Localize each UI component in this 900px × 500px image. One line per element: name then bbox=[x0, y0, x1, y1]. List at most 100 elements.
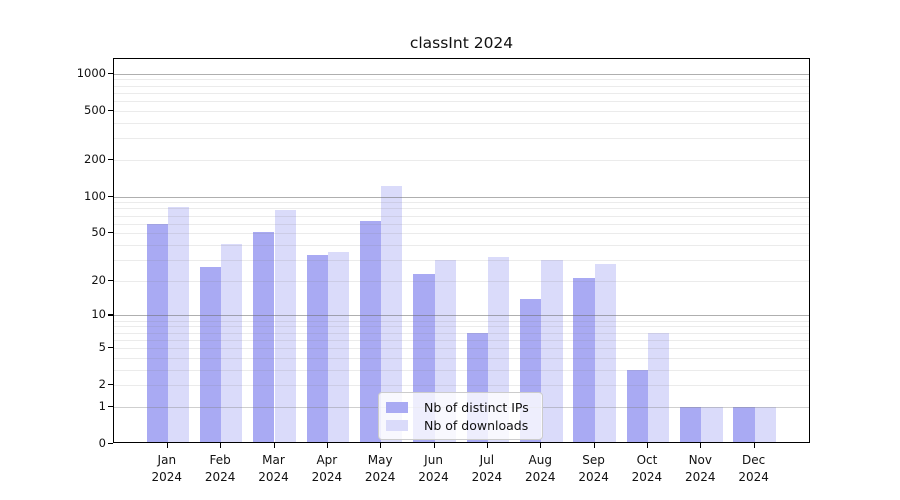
gridline-90 bbox=[114, 202, 809, 204]
y-tick-label-2: 2 bbox=[98, 377, 106, 392]
legend-label-downloads: Nb of downloads bbox=[424, 418, 529, 434]
x-tick-label-sep-2024: Sep 2024 bbox=[578, 453, 609, 484]
x-tick-mark-jan-2024 bbox=[166, 443, 168, 448]
x-tick-mark-oct-2024 bbox=[646, 443, 649, 448]
gridline-70 bbox=[114, 215, 809, 217]
gridline-30 bbox=[114, 259, 809, 261]
bar-nb-of-downloads-mar-2024 bbox=[274, 209, 296, 443]
y-tick-label-100: 100 bbox=[84, 188, 106, 203]
bar-nb-of-downloads-nov-2024 bbox=[701, 406, 723, 443]
legend-swatch-downloads bbox=[386, 420, 408, 432]
y-tick-label-1000: 1000 bbox=[76, 65, 106, 80]
x-tick-label-jan-2024: Jan 2024 bbox=[151, 453, 183, 484]
y-tick-label-10: 10 bbox=[91, 307, 106, 322]
y-tick-label-50: 50 bbox=[91, 225, 106, 240]
x-tick-label-feb-2024: Feb 2024 bbox=[204, 453, 236, 484]
y-tick-label-500: 500 bbox=[84, 102, 106, 117]
bar-nb-of-downloads-jan-2024 bbox=[167, 206, 190, 443]
gridline-10 bbox=[114, 315, 809, 317]
gridline-700 bbox=[114, 92, 809, 94]
gridline-5 bbox=[114, 347, 809, 349]
y-tick-mark-2 bbox=[108, 384, 113, 386]
gridline-300 bbox=[114, 138, 809, 140]
bar-nb-of-distinct-ips-jan-2024 bbox=[146, 223, 168, 443]
y-tick-mark-100 bbox=[108, 195, 113, 197]
bar-nb-of-distinct-ips-nov-2024 bbox=[680, 406, 702, 443]
y-tick-mark-10 bbox=[108, 314, 113, 316]
bar-nb-of-downloads-sep-2024 bbox=[594, 263, 616, 443]
y-tick-mark-50 bbox=[108, 232, 113, 234]
legend-label-distinct-ips: Nb of distinct IPs bbox=[424, 399, 529, 415]
bar-nb-of-distinct-ips-dec-2024 bbox=[733, 406, 755, 443]
bar-nb-of-distinct-ips-may-2024 bbox=[359, 221, 382, 443]
bar-nb-of-distinct-ips-sep-2024 bbox=[573, 278, 595, 443]
grid-layer bbox=[114, 59, 809, 442]
y-tick-mark-5 bbox=[108, 346, 113, 349]
y-tick-label-20: 20 bbox=[91, 272, 106, 287]
x-tick-label-aug-2024: Aug 2024 bbox=[524, 453, 556, 484]
x-tick-label-mar-2024: Mar 2024 bbox=[258, 453, 289, 484]
x-tick-label-oct-2024: Oct 2024 bbox=[631, 453, 663, 484]
y-tick-mark-20 bbox=[108, 279, 113, 282]
bar-nb-of-downloads-aug-2024 bbox=[541, 259, 563, 443]
gridline-400 bbox=[114, 122, 809, 124]
gridline-7 bbox=[114, 332, 809, 334]
y-tick-mark-1000 bbox=[108, 72, 113, 74]
gridline-900 bbox=[114, 79, 809, 81]
x-tick-mark-feb-2024 bbox=[220, 443, 222, 448]
bar-nb-of-distinct-ips-oct-2024 bbox=[626, 369, 648, 443]
gridline-100 bbox=[114, 196, 809, 198]
x-tick-label-jul-2024: Jul 2024 bbox=[471, 453, 503, 484]
x-tick-mark-jul-2024 bbox=[486, 443, 489, 448]
gridline-200 bbox=[114, 159, 809, 161]
bar-nb-of-distinct-ips-mar-2024 bbox=[253, 232, 275, 443]
x-tick-mark-dec-2024 bbox=[753, 443, 755, 448]
x-tick-mark-may-2024 bbox=[380, 443, 382, 448]
x-tick-mark-aug-2024 bbox=[540, 443, 542, 448]
x-tick-mark-mar-2024 bbox=[273, 443, 275, 448]
gridline-40 bbox=[114, 244, 809, 246]
gridline-3 bbox=[114, 369, 809, 371]
x-tick-label-dec-2024: Dec 2024 bbox=[738, 453, 769, 484]
y-tick-mark-200 bbox=[108, 158, 113, 160]
legend-item-downloads: Nb of downloads bbox=[386, 417, 534, 436]
y-tick-label-5: 5 bbox=[98, 339, 106, 354]
bar-nb-of-downloads-dec-2024 bbox=[754, 406, 776, 443]
legend: Nb of distinct IPs Nb of downloads bbox=[378, 392, 543, 440]
x-tick-label-nov-2024: Nov 2024 bbox=[685, 453, 716, 484]
gridline-500 bbox=[114, 110, 809, 112]
bar-nb-of-downloads-apr-2024 bbox=[327, 251, 350, 443]
gridline-4 bbox=[114, 357, 809, 359]
legend-swatch-distinct-ips bbox=[386, 401, 408, 413]
bar-nb-of-downloads-feb-2024 bbox=[221, 243, 243, 443]
x-tick-mark-jun-2024 bbox=[433, 443, 435, 448]
chart-title: classInt 2024 bbox=[409, 34, 514, 52]
x-tick-mark-apr-2024 bbox=[326, 443, 329, 448]
y-tick-mark-0 bbox=[108, 443, 113, 445]
y-tick-mark-500 bbox=[108, 109, 113, 112]
bar-nb-of-distinct-ips-feb-2024 bbox=[199, 267, 222, 443]
bar-nb-of-downloads-oct-2024 bbox=[647, 332, 670, 443]
bar-nb-of-downloads-may-2024 bbox=[381, 185, 403, 443]
legend-item-distinct-ips: Nb of distinct IPs bbox=[386, 398, 534, 417]
gridline-600 bbox=[114, 101, 809, 103]
y-tick-label-200: 200 bbox=[84, 151, 106, 166]
gridline-80 bbox=[114, 208, 809, 210]
y-tick-label-1: 1 bbox=[98, 398, 106, 413]
x-tick-mark-sep-2024 bbox=[593, 443, 595, 448]
y-tick-mark-1 bbox=[108, 405, 113, 408]
x-tick-label-jun-2024: Jun 2024 bbox=[418, 453, 449, 484]
gridline-60 bbox=[114, 223, 809, 225]
gridline-8 bbox=[114, 326, 809, 328]
gridline-9 bbox=[114, 320, 809, 322]
gridline-20 bbox=[114, 280, 809, 282]
gridline-50 bbox=[114, 233, 809, 235]
plot-area bbox=[113, 58, 810, 443]
gridline-1000 bbox=[114, 73, 809, 75]
y-tick-label-0: 0 bbox=[98, 436, 106, 450]
x-tick-label-apr-2024: Apr 2024 bbox=[311, 453, 343, 484]
gridline-800 bbox=[114, 85, 809, 87]
gridline-2 bbox=[114, 385, 809, 387]
x-tick-label-may-2024: May 2024 bbox=[364, 453, 396, 484]
